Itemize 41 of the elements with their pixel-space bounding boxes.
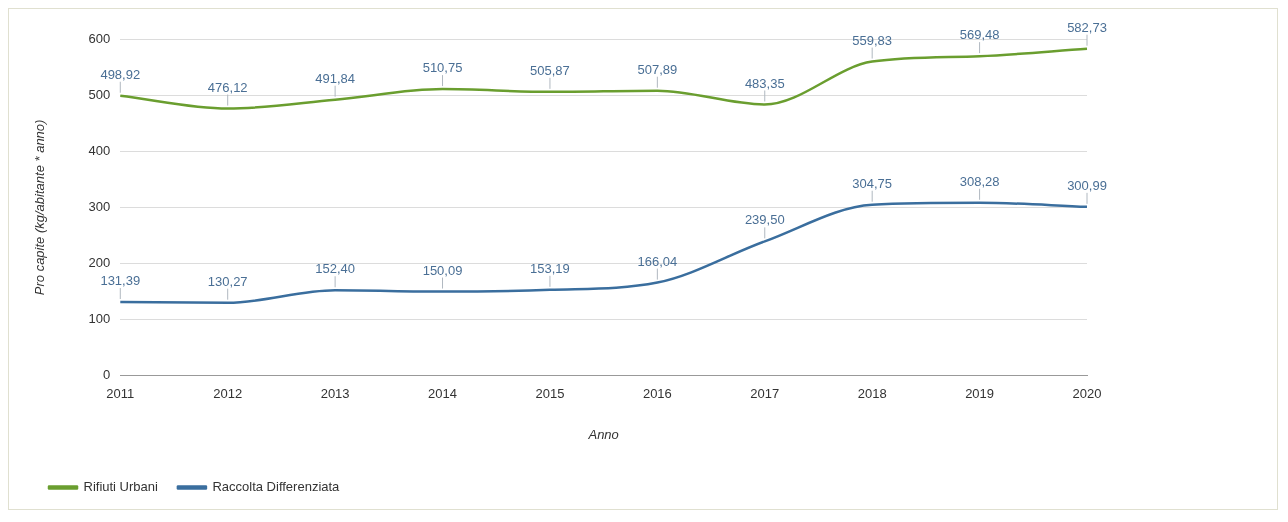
data-label: 476,12 — [207, 79, 248, 95]
data-label: 483,35 — [744, 75, 785, 91]
data-label: 166,04 — [637, 253, 678, 269]
y-tick-label: 300 — [88, 198, 111, 214]
data-label: 491,84 — [315, 70, 355, 86]
data-label: 150,09 — [422, 262, 463, 278]
data-label: 153,19 — [530, 260, 570, 276]
data-label: 569,48 — [959, 27, 1000, 43]
x-tick-label: 2020 — [1072, 386, 1102, 402]
data-label: 498,92 — [100, 66, 141, 82]
x-axis-title: Anno — [587, 426, 619, 442]
x-tick-label: 2016 — [642, 386, 672, 402]
y-tick-label: 500 — [88, 86, 111, 102]
data-label: 300,99 — [1067, 177, 1107, 193]
x-tick-label: 2011 — [106, 386, 135, 402]
x-tick-label: 2015 — [535, 386, 565, 402]
data-label: 304,75 — [852, 175, 893, 191]
data-label: 582,73 — [1067, 19, 1107, 35]
x-tick-label: 2012 — [213, 386, 243, 402]
data-label: 131,39 — [100, 273, 141, 289]
y-tick-label: 600 — [88, 30, 111, 46]
y-tick-label: 0 — [103, 367, 111, 383]
x-tick-label: 2014 — [428, 386, 457, 402]
data-label: 239,50 — [744, 212, 785, 228]
data-label: 152,40 — [315, 261, 355, 277]
x-tick-label: 2019 — [965, 386, 995, 402]
x-tick-label: 2018 — [857, 386, 887, 402]
legend-label: Rifiuti Urbani — [83, 479, 159, 495]
data-label: 308,28 — [959, 173, 1000, 189]
y-tick-label: 400 — [88, 142, 111, 158]
data-label: 510,75 — [422, 60, 463, 76]
x-tick-label: 2013 — [320, 386, 350, 402]
data-label: 507,89 — [637, 61, 678, 77]
y-axis-title: Pro capite (kg/abitante * anno) — [32, 119, 48, 296]
y-tick-label: 200 — [88, 255, 111, 271]
data-label: 130,27 — [207, 273, 248, 289]
data-label: 559,83 — [852, 32, 893, 48]
data-label: 505,87 — [530, 62, 570, 78]
legend-label: Raccolta Differenziata — [212, 479, 341, 495]
x-tick-label: 2017 — [750, 386, 780, 402]
y-tick-label: 100 — [88, 311, 111, 327]
